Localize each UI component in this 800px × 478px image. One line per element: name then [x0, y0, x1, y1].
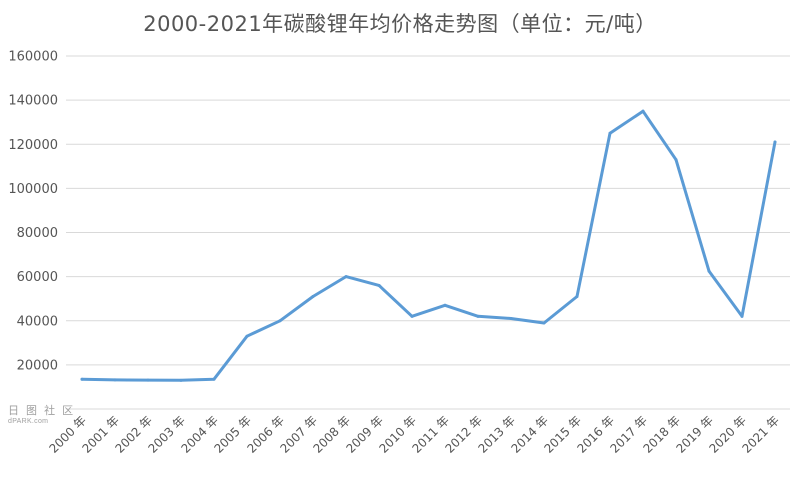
chart-title: 2000-2021年碳酸锂年均价格走势图（单位：元/吨） — [143, 12, 657, 36]
data-point — [542, 321, 546, 325]
data-point — [179, 378, 183, 382]
data-point — [575, 294, 579, 298]
data-point — [707, 269, 711, 273]
data-point — [245, 334, 249, 338]
data-point — [113, 378, 117, 382]
y-tick-label: 60000 — [17, 270, 58, 285]
watermark-line1: 日 图 社 区 — [8, 405, 76, 417]
y-tick-label: 80000 — [17, 226, 58, 241]
data-point — [443, 303, 447, 307]
data-point — [773, 140, 777, 144]
data-point — [80, 377, 84, 381]
watermark-line2: dPARK.com — [8, 418, 49, 425]
data-point — [377, 283, 381, 287]
data-point — [311, 294, 315, 298]
y-tick-label: 120000 — [8, 138, 58, 153]
data-point — [278, 319, 282, 323]
data-point — [509, 317, 513, 321]
data-point — [146, 378, 150, 382]
data-point — [344, 275, 348, 279]
data-point — [674, 158, 678, 162]
watermark-logo: 日 图 社 区 dPARK.com — [8, 402, 75, 425]
y-tick-label: 100000 — [8, 182, 58, 197]
data-point — [212, 377, 216, 381]
data-point — [641, 109, 645, 113]
y-tick-label: 40000 — [17, 314, 58, 329]
data-point — [740, 314, 744, 318]
series-line — [80, 109, 777, 382]
y-tick-label: 20000 — [17, 358, 58, 373]
y-tick-label: 160000 — [8, 50, 58, 65]
data-point — [608, 131, 612, 135]
data-point — [476, 314, 480, 318]
data-point — [410, 314, 414, 318]
x-tick-label: 2021 年 — [739, 413, 782, 456]
y-tick-label: 140000 — [8, 94, 58, 109]
